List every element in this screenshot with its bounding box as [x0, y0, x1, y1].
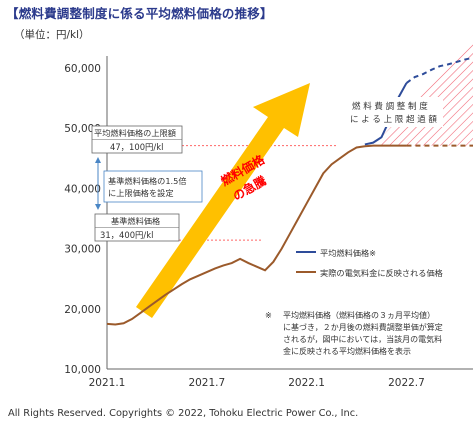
- note-line-4: 金に反映される平均燃料価格を表示: [283, 346, 411, 356]
- page-title: 【燃料費調整制度に係る平均燃料価格の推移】: [6, 6, 273, 21]
- cap-label: 平均燃料価格の上限額: [94, 128, 176, 138]
- base-value: 31，400円/kl: [100, 230, 153, 240]
- excess-label-box: [348, 97, 443, 127]
- cap-value: 47，100円/kl: [110, 142, 163, 152]
- legend-label-average: 平均燃料価格※: [320, 248, 376, 258]
- y-tick-label: 30,000: [64, 244, 101, 256]
- x-tick-labels: 2021.1 2021.7 2022.1 2022.7: [89, 377, 425, 389]
- y-tick-label: 10,000: [64, 364, 101, 376]
- excess-label-line1: 燃 料 費 調 整 制 度: [352, 101, 428, 112]
- multiplier-note-line1: 基準燃料価格の1.5倍: [108, 176, 187, 186]
- y-tick-label: 40,000: [64, 183, 101, 195]
- legend-label-actual: 実際の電気料金に反映される価格: [320, 268, 443, 278]
- y-tick-label: 60,000: [64, 63, 101, 75]
- multiplier-note-line2: に上限価格を設定: [108, 188, 174, 198]
- note-line-1: 平均燃料価格（燃料価格の３ヵ月平均値）: [283, 310, 435, 320]
- excess-label-line2: に よ る 上 限 超 過 額: [350, 114, 437, 125]
- excess-hatch-area: [373, 40, 473, 146]
- copyright-footer: All Rights Reserved. Copyrights © 2022, …: [8, 408, 359, 419]
- x-tick-label: 2022.1: [288, 377, 325, 389]
- series-line-actual: [106, 144, 407, 326]
- note-mark: ※: [265, 310, 272, 320]
- note-line-3: されるが，図中においては，当該月の電気料: [283, 334, 442, 344]
- x-tick-label: 2021.7: [188, 377, 225, 389]
- surge-arrow-icon: [136, 83, 310, 318]
- y-tick-label: 20,000: [64, 304, 101, 316]
- x-tick-label: 2022.7: [388, 377, 425, 389]
- series-line-average: [364, 82, 408, 146]
- unit-label: （単位：円/kl）: [14, 29, 90, 41]
- multiplier-note-box: [103, 170, 203, 203]
- base-label: 基準燃料価格: [111, 216, 160, 226]
- x-tick-label: 2021.1: [89, 377, 126, 389]
- note-line-2: に基づき，２か月後の燃料費調整単価が算定: [283, 322, 443, 332]
- series-line-average-forecast: [405, 56, 474, 84]
